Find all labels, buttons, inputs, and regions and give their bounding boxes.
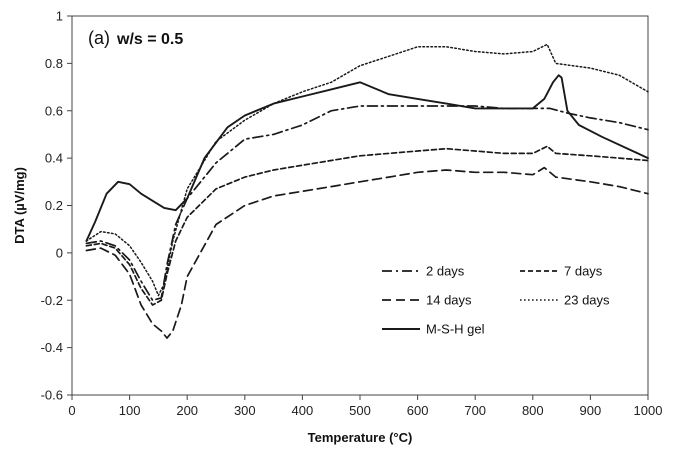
series-line-2-days — [85, 105, 649, 302]
x-tick-label: 200 — [176, 403, 198, 418]
y-axis-title: DTA (µV/mg) — [12, 167, 27, 244]
legend-label-23-days: 23 days — [564, 293, 610, 308]
y-tick-label: 0.4 — [45, 151, 63, 166]
y-tick-label: 0.8 — [45, 56, 63, 71]
x-tick-label: 700 — [464, 403, 486, 418]
y-tick-label: 0.2 — [45, 198, 63, 213]
legend-layer: 2 days 7 days 14 days 23 days M-S-H gel — [382, 264, 610, 337]
axes-layer: 0 100 200 300 400 500 600 700 800 900 1000 -0.6 -0.4… — [12, 9, 662, 446]
y-tick-label: 1 — [56, 9, 63, 24]
y-tick-label: -0.6 — [41, 388, 63, 403]
x-axis-title: Temperature (°C) — [308, 430, 413, 445]
annotation-layer: (a) w/s = 0.5 — [88, 28, 183, 48]
series-layer — [85, 43, 649, 339]
annotation-ws: w/s = 0.5 — [116, 31, 183, 48]
legend-label-2-days: 2 days — [426, 264, 465, 279]
series-line-m-s-h-gel — [85, 74, 649, 242]
x-tick-label: 900 — [580, 403, 602, 418]
legend-label-7-days: 7 days — [564, 264, 603, 279]
y-tick-label: 0 — [56, 245, 63, 260]
legend-label-14-days: 14 days — [426, 293, 472, 308]
x-tick-label: 600 — [407, 403, 429, 418]
plot-frame — [71, 15, 649, 396]
x-tick-label: 800 — [522, 403, 544, 418]
x-tick-label: 500 — [349, 403, 371, 418]
annotation-prefix: (a) — [88, 28, 110, 48]
x-tick-label: 400 — [292, 403, 314, 418]
series-line-14-days — [85, 166, 649, 339]
series-line-23-days — [85, 43, 649, 297]
legend-label-m-s-h-gel: M-S-H gel — [426, 322, 485, 337]
x-tick-label: 300 — [234, 403, 256, 418]
y-tick-label: -0.2 — [41, 293, 63, 308]
y-tick-label: -0.4 — [41, 340, 63, 355]
x-tick-label: 0 — [68, 403, 75, 418]
y-tick-label: 0.6 — [45, 103, 63, 118]
x-tick-label: 100 — [119, 403, 141, 418]
x-tick-label: 1000 — [634, 403, 663, 418]
series-line-7-days — [85, 145, 649, 306]
